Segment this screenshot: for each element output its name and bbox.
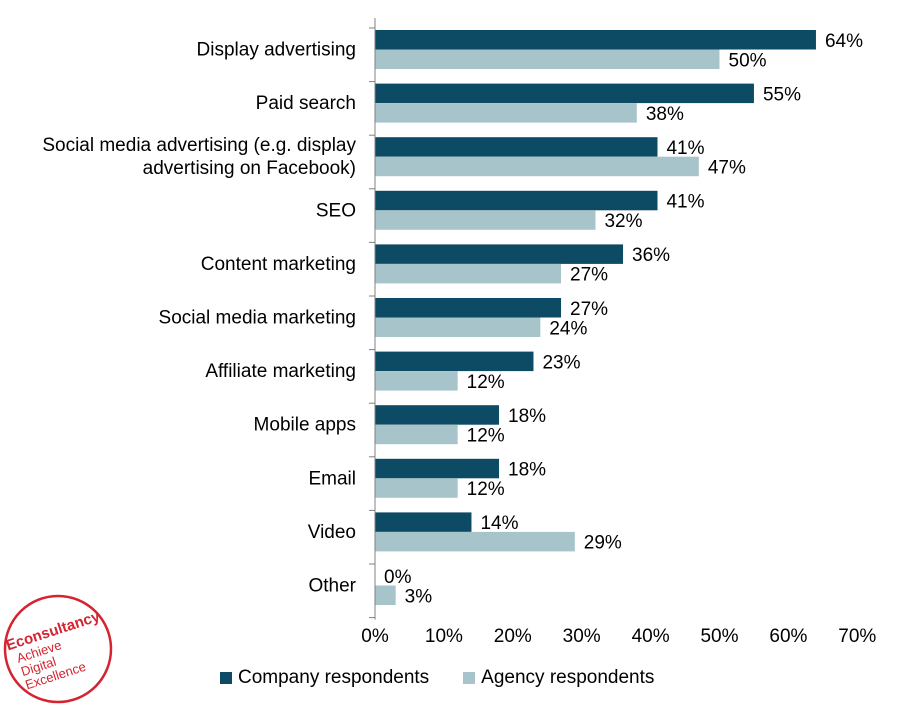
bar-company: [375, 244, 624, 264]
bar-agency: [375, 263, 562, 284]
bar-company: [375, 351, 534, 372]
data-label: 32%: [604, 211, 642, 232]
category-label: Paid search: [256, 93, 356, 114]
data-label: 24%: [549, 318, 587, 339]
category-label: Content marketing: [201, 254, 356, 275]
x-tick-label: 30%: [563, 626, 601, 647]
data-label: 36%: [632, 245, 670, 266]
category-label: Display advertising: [197, 40, 356, 61]
data-label: 55%: [763, 84, 801, 105]
bar-agency: [375, 49, 720, 69]
category-label: SEO: [316, 200, 356, 221]
category-label: Social media advertising (e.g. display ad…: [42, 135, 356, 179]
x-tick-label: 0%: [361, 626, 389, 647]
legend-item-agency: Agency respondents: [463, 667, 654, 689]
bar-company: [375, 190, 658, 211]
legend-swatch-agency: [463, 672, 476, 684]
data-label: 3%: [405, 586, 433, 607]
bar-company: [375, 298, 562, 318]
bar-company: [375, 405, 500, 425]
bar-company: [375, 458, 500, 479]
econsultancy-logo: Econsultancy Achieve Digital Excellence: [3, 594, 113, 704]
legend-swatch-company: [220, 672, 232, 684]
data-label: 47%: [708, 157, 746, 178]
x-tick-label: 40%: [632, 626, 670, 647]
bar-agency: [375, 371, 458, 391]
bar-agency: [375, 210, 596, 230]
bar-agency: [375, 317, 541, 337]
category-label: Social media marketing: [159, 308, 356, 329]
data-label: 0%: [384, 567, 412, 588]
category-label: Email: [308, 468, 356, 489]
data-label: 41%: [666, 138, 704, 159]
x-tick-label: 60%: [769, 626, 807, 647]
data-label: 18%: [508, 460, 546, 481]
data-label: 12%: [467, 372, 505, 393]
data-label: 23%: [542, 352, 580, 373]
data-label: 64%: [825, 31, 863, 52]
category-label: Video: [308, 522, 356, 543]
legend: Company respondents Agency respondents: [220, 667, 654, 689]
bar-company: [375, 30, 816, 50]
data-label: 27%: [570, 265, 608, 286]
x-tick-label: 20%: [494, 626, 532, 647]
legend-label-agency: Agency respondents: [481, 667, 655, 688]
x-tick-label: 70%: [838, 626, 876, 647]
data-label: 12%: [467, 479, 505, 500]
bar-agency: [375, 531, 575, 552]
bar-company: [375, 137, 658, 157]
legend-item-company: Company respondents: [220, 667, 429, 689]
data-label: 29%: [584, 533, 622, 554]
bar-agency: [375, 478, 458, 498]
data-label: 14%: [480, 513, 518, 534]
x-tick-label: 50%: [700, 626, 738, 647]
data-label: 27%: [570, 299, 608, 320]
category-label: Mobile apps: [254, 415, 356, 436]
category-label: Affiliate marketing: [205, 361, 356, 382]
bar-agency: [375, 585, 396, 605]
bar-agency: [375, 156, 699, 177]
bar-agency: [375, 424, 458, 445]
data-label: 12%: [467, 425, 505, 446]
bar-company: [375, 83, 754, 104]
legend-label-company: Company respondents: [238, 667, 430, 688]
bar-agency: [375, 103, 637, 123]
data-label: 38%: [646, 104, 684, 125]
data-label: 18%: [508, 406, 546, 427]
category-label: Other: [308, 576, 356, 597]
data-label: 50%: [729, 50, 767, 71]
x-tick-label: 10%: [425, 626, 463, 647]
data-label: 41%: [666, 192, 704, 213]
bar-company: [375, 512, 472, 532]
